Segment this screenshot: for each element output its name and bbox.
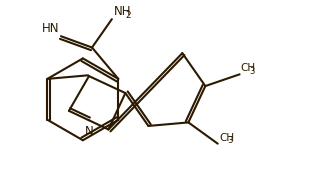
Text: NH: NH: [113, 5, 131, 18]
Text: CH: CH: [241, 63, 256, 73]
Text: N: N: [85, 125, 94, 138]
Text: 2: 2: [125, 11, 131, 20]
Text: CH: CH: [219, 133, 234, 143]
Text: 3: 3: [228, 136, 233, 145]
Text: HN: HN: [42, 22, 59, 35]
Text: 3: 3: [250, 67, 255, 76]
